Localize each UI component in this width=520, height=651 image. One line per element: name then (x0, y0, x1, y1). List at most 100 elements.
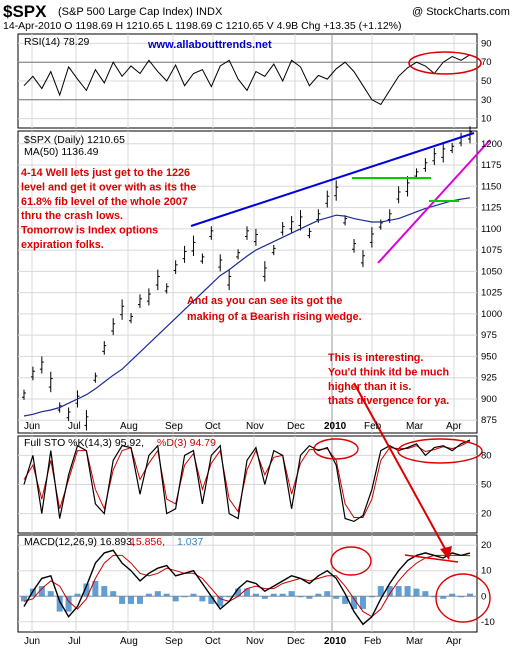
sto-d-line (23, 440, 471, 518)
ma50-line (23, 197, 471, 417)
macd-histogram-bar (128, 596, 135, 604)
annotation-divergence: higher than it is. (328, 381, 411, 393)
price-tick-label: 1125 (481, 203, 501, 214)
annotation-divergence: You'd think itd be much (328, 366, 449, 378)
macd-histogram-bar (467, 593, 473, 597)
macd-histogram-bar (306, 596, 313, 599)
price-tick-label: 1075 (481, 245, 502, 256)
macd-histogram-bar (252, 593, 259, 597)
macd-histogram-bar (377, 586, 384, 597)
annotation-main: level and get it over with as its the (21, 181, 196, 193)
macd-histogram-bar (395, 586, 402, 597)
macd-histogram-bar (458, 596, 465, 598)
panel-frame-price (17, 130, 478, 434)
x-month-label: Apr (446, 421, 462, 432)
price-tick-label: 875 (481, 415, 497, 426)
price-tick-label: 925 (481, 373, 497, 384)
macd-histogram-bar (440, 596, 447, 599)
macd-histogram-bar (351, 596, 358, 610)
sto-k-line (23, 439, 471, 523)
macd-tick-label: 20 (481, 540, 492, 551)
bottom-month-label: 2010 (324, 636, 347, 647)
bottom-month-label: Nov (246, 636, 264, 647)
macd-histogram-bar (297, 596, 304, 598)
macd-histogram-bar (288, 591, 295, 597)
macd-histogram-bar (145, 593, 152, 597)
macd-line (23, 549, 471, 626)
price-tick-label: 950 (481, 351, 497, 362)
macd-histogram-bar (154, 591, 161, 597)
price-tick-label: 1000 (481, 309, 502, 320)
macd-histogram-bar (47, 591, 54, 597)
price-tick-label: 1175 (481, 160, 501, 171)
macd-histogram-bar (65, 596, 72, 612)
macd-histogram-bar (38, 586, 45, 597)
macd-histogram-bar (181, 596, 188, 598)
rsi-tick-label: 90 (481, 38, 492, 49)
price-tick-label: 1150 (481, 181, 501, 192)
macd-histogram-bar (368, 596, 375, 598)
upper-trendline (190, 132, 475, 227)
bottom-month-label: Aug (120, 636, 138, 647)
rsi-highlight-circle (408, 51, 482, 75)
website-url: www.allabouttrends.net (147, 39, 272, 51)
macd-histogram-bar (324, 591, 331, 597)
bottom-month-label: Oct (205, 636, 221, 647)
macd-histogram-bar (279, 593, 286, 597)
macd-histogram-bar (333, 596, 340, 599)
divergence-arrowhead (440, 546, 452, 560)
sto-d-label: %D(3) 94.79 (157, 437, 216, 449)
macd-highlight-circle-1 (330, 546, 372, 576)
price-tick-label: 1025 (481, 288, 502, 299)
rsi-label: RSI(14) 78.29 (24, 36, 90, 48)
annotation-main: thru the crash lows. (21, 210, 123, 222)
price-label: $SPX (Daily) 1210.65 (24, 134, 125, 146)
macd-histogram-bar (270, 593, 277, 597)
macd-highlight-circle-2 (435, 573, 491, 623)
macd-histogram-bar (119, 596, 126, 604)
bottom-month-label: Jun (24, 636, 40, 647)
sto-tick-label: 80 (481, 450, 492, 461)
bottom-month-label: Apr (446, 636, 462, 647)
annotation-wedge: making of a Bearish rising wedge. (187, 311, 362, 323)
brand-credit: @ StockCharts.com (412, 6, 510, 18)
ticker-symbol: $SPX (3, 2, 47, 21)
x-month-label: Jun (24, 421, 40, 432)
macd-divergence-line (404, 554, 459, 563)
x-month-label: Sep (165, 421, 183, 432)
macd-histogram-bar (342, 596, 349, 604)
macd-histogram-bar (226, 596, 233, 598)
macd-histogram-bar (244, 588, 250, 597)
macd-histogram-bar (404, 586, 411, 597)
annotation-divergence: thats divergence for ya. (328, 395, 449, 407)
index-name: (S&P 500 Large Cap Index) INDX (58, 6, 223, 18)
macd-histogram-bar (199, 596, 206, 602)
annotation-main: 61.8% fib level of the whole 2007 (21, 196, 188, 208)
bottom-month-label: Feb (364, 636, 382, 647)
macd-tick-label: 10 (481, 566, 492, 577)
macd-histogram-bar (92, 580, 99, 597)
macd-histogram-bar (21, 596, 27, 602)
macd-histogram-bar (315, 593, 322, 597)
rsi-line (23, 54, 471, 106)
macd-histogram-bar (163, 593, 170, 597)
rsi-tick-label: 50 (481, 76, 492, 87)
x-month-label: Nov (246, 421, 264, 432)
macd-hist-label: 1.037 (177, 536, 203, 548)
rsi-tick-label: 10 (481, 114, 492, 125)
macd-signal-line (23, 554, 471, 618)
macd-signal-label: 15.856, (130, 536, 165, 548)
bottom-month-label: Sep (165, 636, 183, 647)
sto-k-label: Full STO %K(14,3) 95.92, (24, 437, 144, 449)
bottom-month-label: Jul (68, 636, 81, 647)
macd-histogram-bar (172, 596, 179, 602)
macd-histogram-bar (56, 596, 63, 612)
macd-histogram-bar (359, 596, 366, 610)
annotation-main: 4-14 Well lets just get to the 1226 (21, 167, 190, 179)
x-month-label: Feb (364, 421, 382, 432)
macd-histogram-bar (74, 593, 81, 597)
price-tick-label: 1200 (481, 139, 502, 150)
bottom-month-label: Mar (406, 636, 424, 647)
divergence-arrow (353, 382, 450, 557)
annotation-main: expiration folks. (21, 239, 104, 251)
